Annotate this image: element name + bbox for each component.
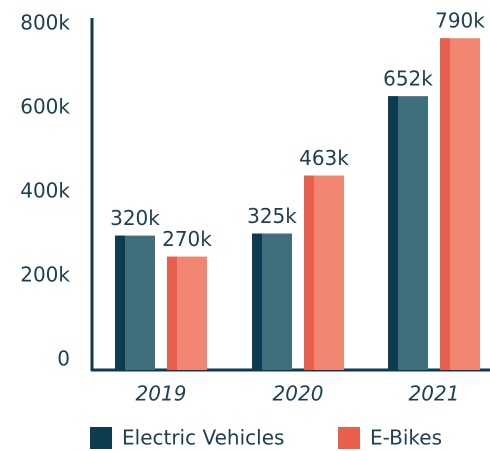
value-label: 325k (247, 204, 297, 228)
x-tick-label: 2020 (273, 382, 324, 406)
legend-swatch (90, 427, 112, 449)
value-label: 790k (435, 9, 485, 33)
value-label: 463k (299, 146, 349, 170)
y-tick-label: 800k (20, 11, 70, 35)
value-label: 652k (383, 67, 433, 91)
x-tick-label: 2021 (409, 382, 460, 406)
y-tick-label: 200k (20, 263, 70, 287)
x-tick-label: 2019 (136, 382, 187, 406)
legend-label: Electric Vehicles (122, 426, 284, 450)
y-tick-label: 0 (57, 347, 70, 371)
y-tick-label: 600k (20, 95, 70, 119)
legend-swatch (338, 427, 360, 449)
bar-shade (304, 175, 314, 370)
value-label: 270k (162, 227, 212, 251)
y-tick-label: 400k (20, 179, 70, 203)
bar-shade (115, 235, 125, 370)
bar-shade (388, 96, 398, 370)
value-label: 320k (110, 206, 160, 230)
legend-label: E-Bikes (370, 426, 442, 450)
bar-shade (252, 233, 262, 370)
bar-shade (440, 38, 450, 370)
bar-shade (167, 256, 177, 370)
